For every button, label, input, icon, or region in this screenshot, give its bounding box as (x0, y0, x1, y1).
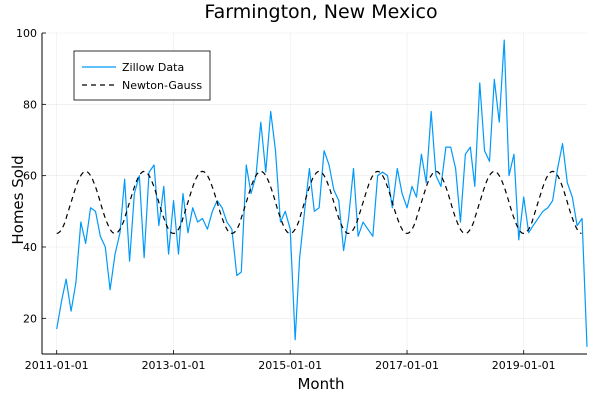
x-tick-label: 2019-01-01 (492, 359, 556, 372)
x-tick-label: 2011-01-01 (25, 359, 89, 372)
tick-labels: 20 40 60 80 100 2011-01-01 2013-01-01 2015-01-0… (16, 27, 556, 372)
y-tick-label: 100 (16, 27, 37, 40)
series-line-newton-gauss (56, 170, 582, 235)
series-line-zillow-data (56, 39, 588, 347)
y-tick-label: 80 (23, 98, 37, 111)
y-tick-label: 20 (23, 312, 37, 325)
x-tick-label: 2017-01-01 (375, 359, 439, 372)
y-tick-label: 40 (23, 241, 37, 254)
series (56, 39, 588, 347)
x-tick-label: 2015-01-01 (258, 359, 322, 372)
axes (41, 32, 587, 355)
grid (42, 32, 587, 354)
legend-label-zillow: Zillow Data (122, 61, 184, 74)
legend: Zillow Data Newton-Gauss (73, 50, 211, 101)
x-axis-title: Month (297, 375, 344, 393)
y-axis-title: Homes Sold (9, 155, 27, 244)
legend-label-newton-gauss: Newton-Gauss (122, 79, 202, 92)
chart-title: Farmington, New Mexico (204, 1, 437, 23)
y-tick-label: 60 (23, 170, 37, 183)
x-tick-label: 2013-01-01 (142, 359, 206, 372)
legend-box (73, 50, 211, 101)
